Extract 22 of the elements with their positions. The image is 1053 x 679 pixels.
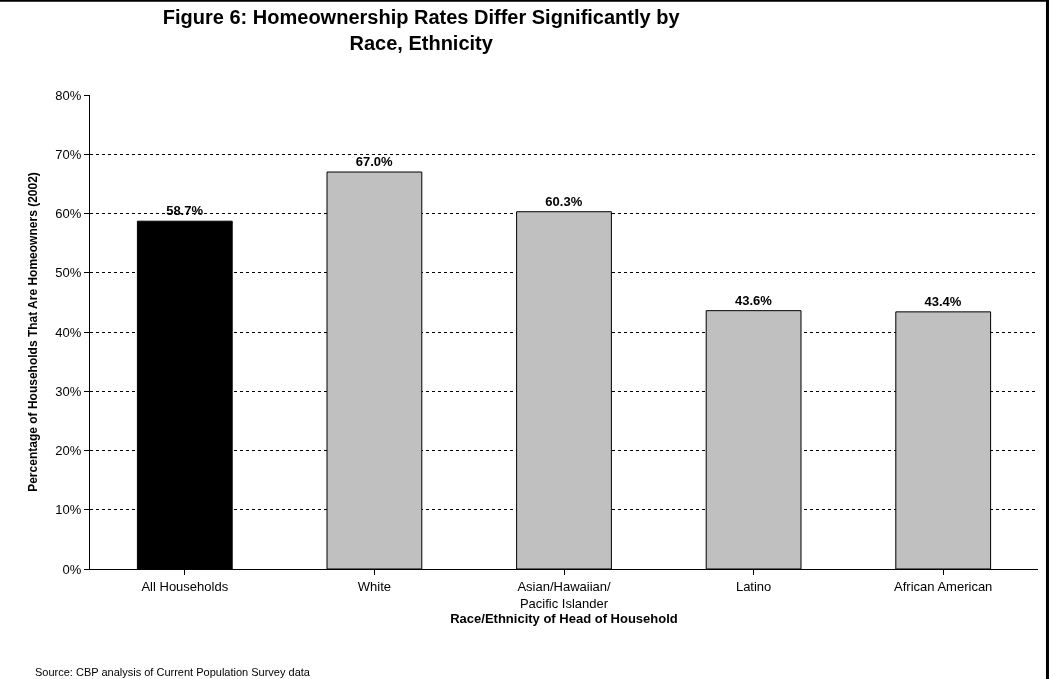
- y-tick-label: 60%: [55, 206, 82, 222]
- y-tick-label: 20%: [55, 443, 82, 459]
- data-label: 60.3%: [545, 193, 583, 209]
- y-tick-label: 50%: [55, 265, 82, 281]
- data-label: 67.0%: [355, 154, 394, 170]
- chart-title: Figure 6: Homeownership Rates Differ Significantly by Race, Ethnicity: [162, 5, 681, 54]
- x-tick-label: White: [357, 578, 392, 594]
- y-tick-label: 10%: [55, 502, 82, 518]
- y-tick-label: 40%: [55, 324, 82, 340]
- x-tick-label: African American: [894, 578, 993, 594]
- y-tick-label: 30%: [55, 383, 82, 399]
- x-tick-label: Asian/Hawaiian/ Pacific Islander: [517, 578, 611, 611]
- data-label: 43.4%: [924, 293, 962, 309]
- y-tick-label: 80%: [55, 87, 82, 103]
- x-tick-label: Latino: [735, 578, 772, 594]
- x-axis-title: Race/Ethnicity of Head of Household: [450, 611, 678, 627]
- y-tick-label: 70%: [55, 146, 82, 162]
- x-tick-label: All Households: [141, 578, 229, 594]
- source-note: Source: CBP analysis of Current Population Survey data: [35, 666, 311, 678]
- data-label: 43.6%: [734, 292, 773, 308]
- y-tick-label: 0%: [62, 561, 82, 577]
- y-axis-title: Percentage of Households That Are Homeowners (2002): [25, 172, 40, 492]
